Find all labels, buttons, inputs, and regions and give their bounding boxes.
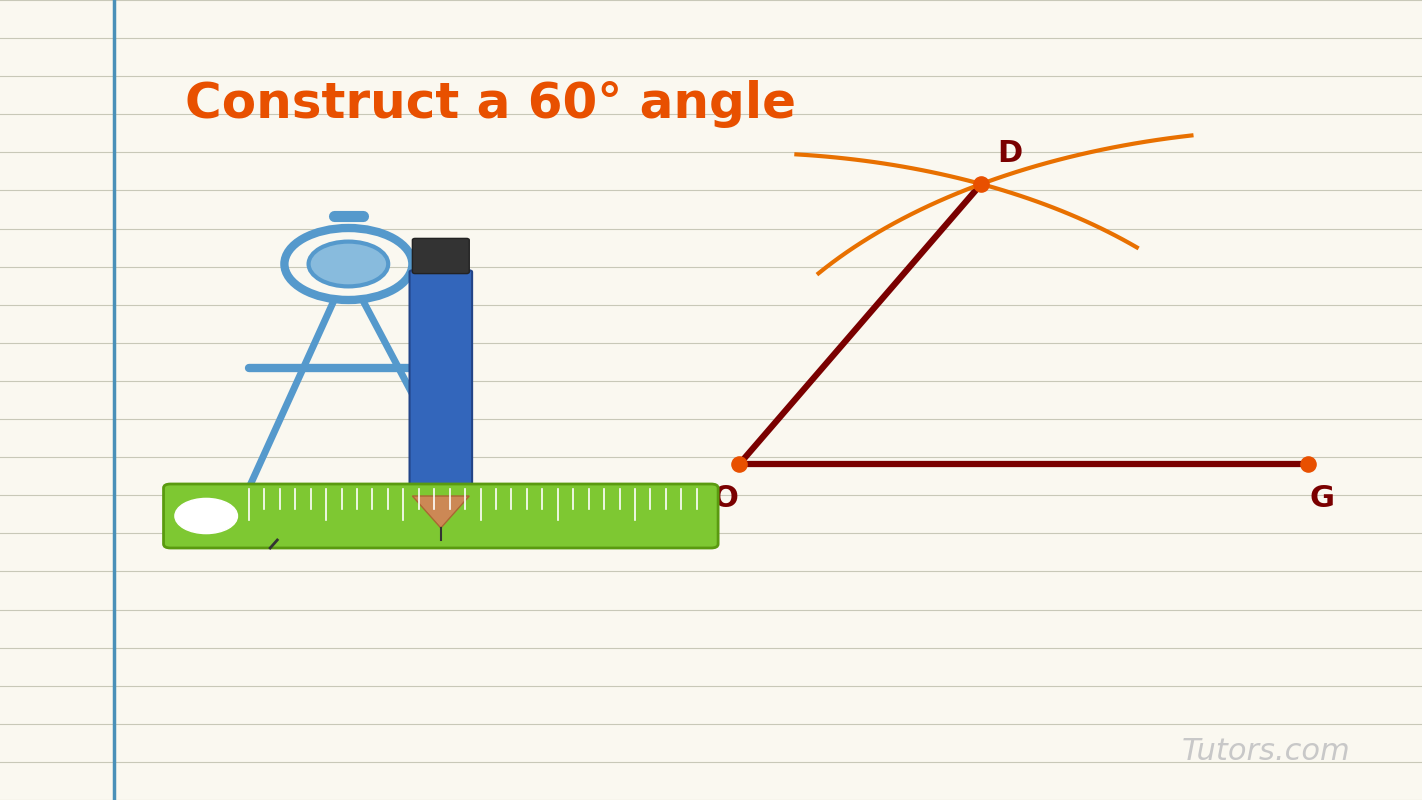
Point [1297, 458, 1320, 470]
Text: O: O [712, 484, 738, 513]
Text: Construct a 60° angle: Construct a 60° angle [185, 80, 796, 128]
Circle shape [309, 242, 388, 286]
FancyBboxPatch shape [410, 270, 472, 498]
Circle shape [175, 498, 237, 534]
Point [970, 178, 993, 190]
Text: G: G [1310, 484, 1335, 513]
FancyBboxPatch shape [412, 238, 469, 274]
FancyBboxPatch shape [164, 484, 718, 548]
Text: Tutors.com: Tutors.com [1182, 738, 1351, 766]
Polygon shape [412, 496, 469, 528]
Point [728, 458, 751, 470]
Text: D: D [997, 139, 1022, 168]
